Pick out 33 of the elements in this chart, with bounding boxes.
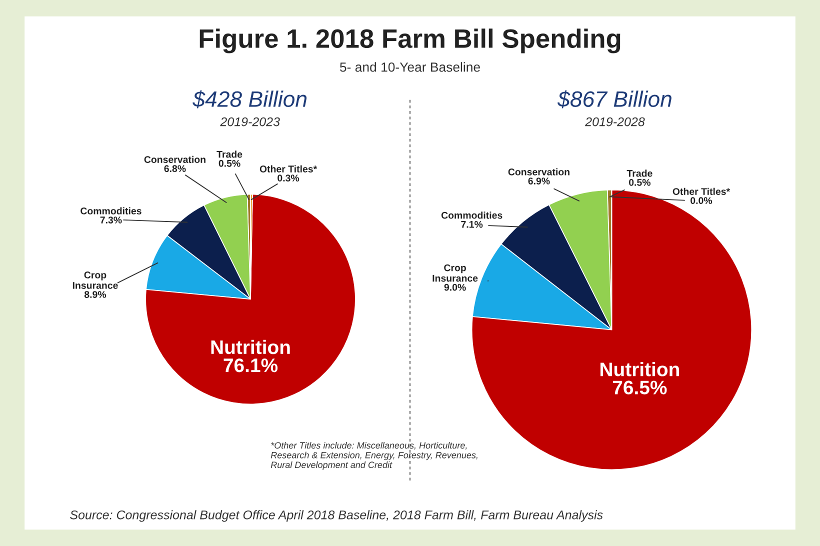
slice-label: Crop Insurance [432,264,478,282]
data-label: 0.3% [278,174,300,182]
slice-label: Trade [216,150,242,158]
chart-title: $867 Billion [557,90,672,108]
data-label: 8.9% [84,291,106,298]
slice-label: Conservation [508,168,570,176]
data-label: 6.8% [164,165,186,172]
data-label: 9.0% [444,284,466,291]
chart-subtitle: 2019-2023 [220,117,280,126]
data-label: 76.5% [612,380,667,394]
category-label: Other Titles* [672,188,730,195]
text: 5- and 10-Year Baseline [340,62,480,72]
source-note: Source: Congressional Budget Office April 2018 Baseline, 2018 Farm Bill, Farm Bureau Analysis [70,510,603,522]
slice-label: Conservation [144,156,206,163]
slice-label: Nutrition [600,362,679,376]
chart-subtitle: 2019-2028 [585,117,645,126]
slice-label: Nutrition [211,340,290,354]
text: Figure 1. 2018 Farm Bill Spending [200,28,620,54]
data-label: 7.3% [100,216,122,224]
slice-label: Other Titles* [260,165,318,172]
slice-label: Trade [626,170,652,177]
slice-label: Commodities [441,212,502,219]
text: 0.0% [690,197,712,204]
data-label: 6.9% [528,178,550,184]
data-label: 0.5% [218,160,240,167]
pie-slice [145,194,356,405]
slice-label: Commodities [80,207,142,214]
data-label: 7.1% [461,220,483,228]
slice-label: Crop Insurance [72,272,118,289]
data-label: 0.5% [629,178,651,186]
data-label: 76.1% [224,358,278,372]
chart-title: $428 Billion [192,90,307,108]
text: *Other Titles include: Miscellaneous, Horticulture, Research & Extension, Energy, Forestry, Revenues, Rural Development and Credit [270,442,478,470]
